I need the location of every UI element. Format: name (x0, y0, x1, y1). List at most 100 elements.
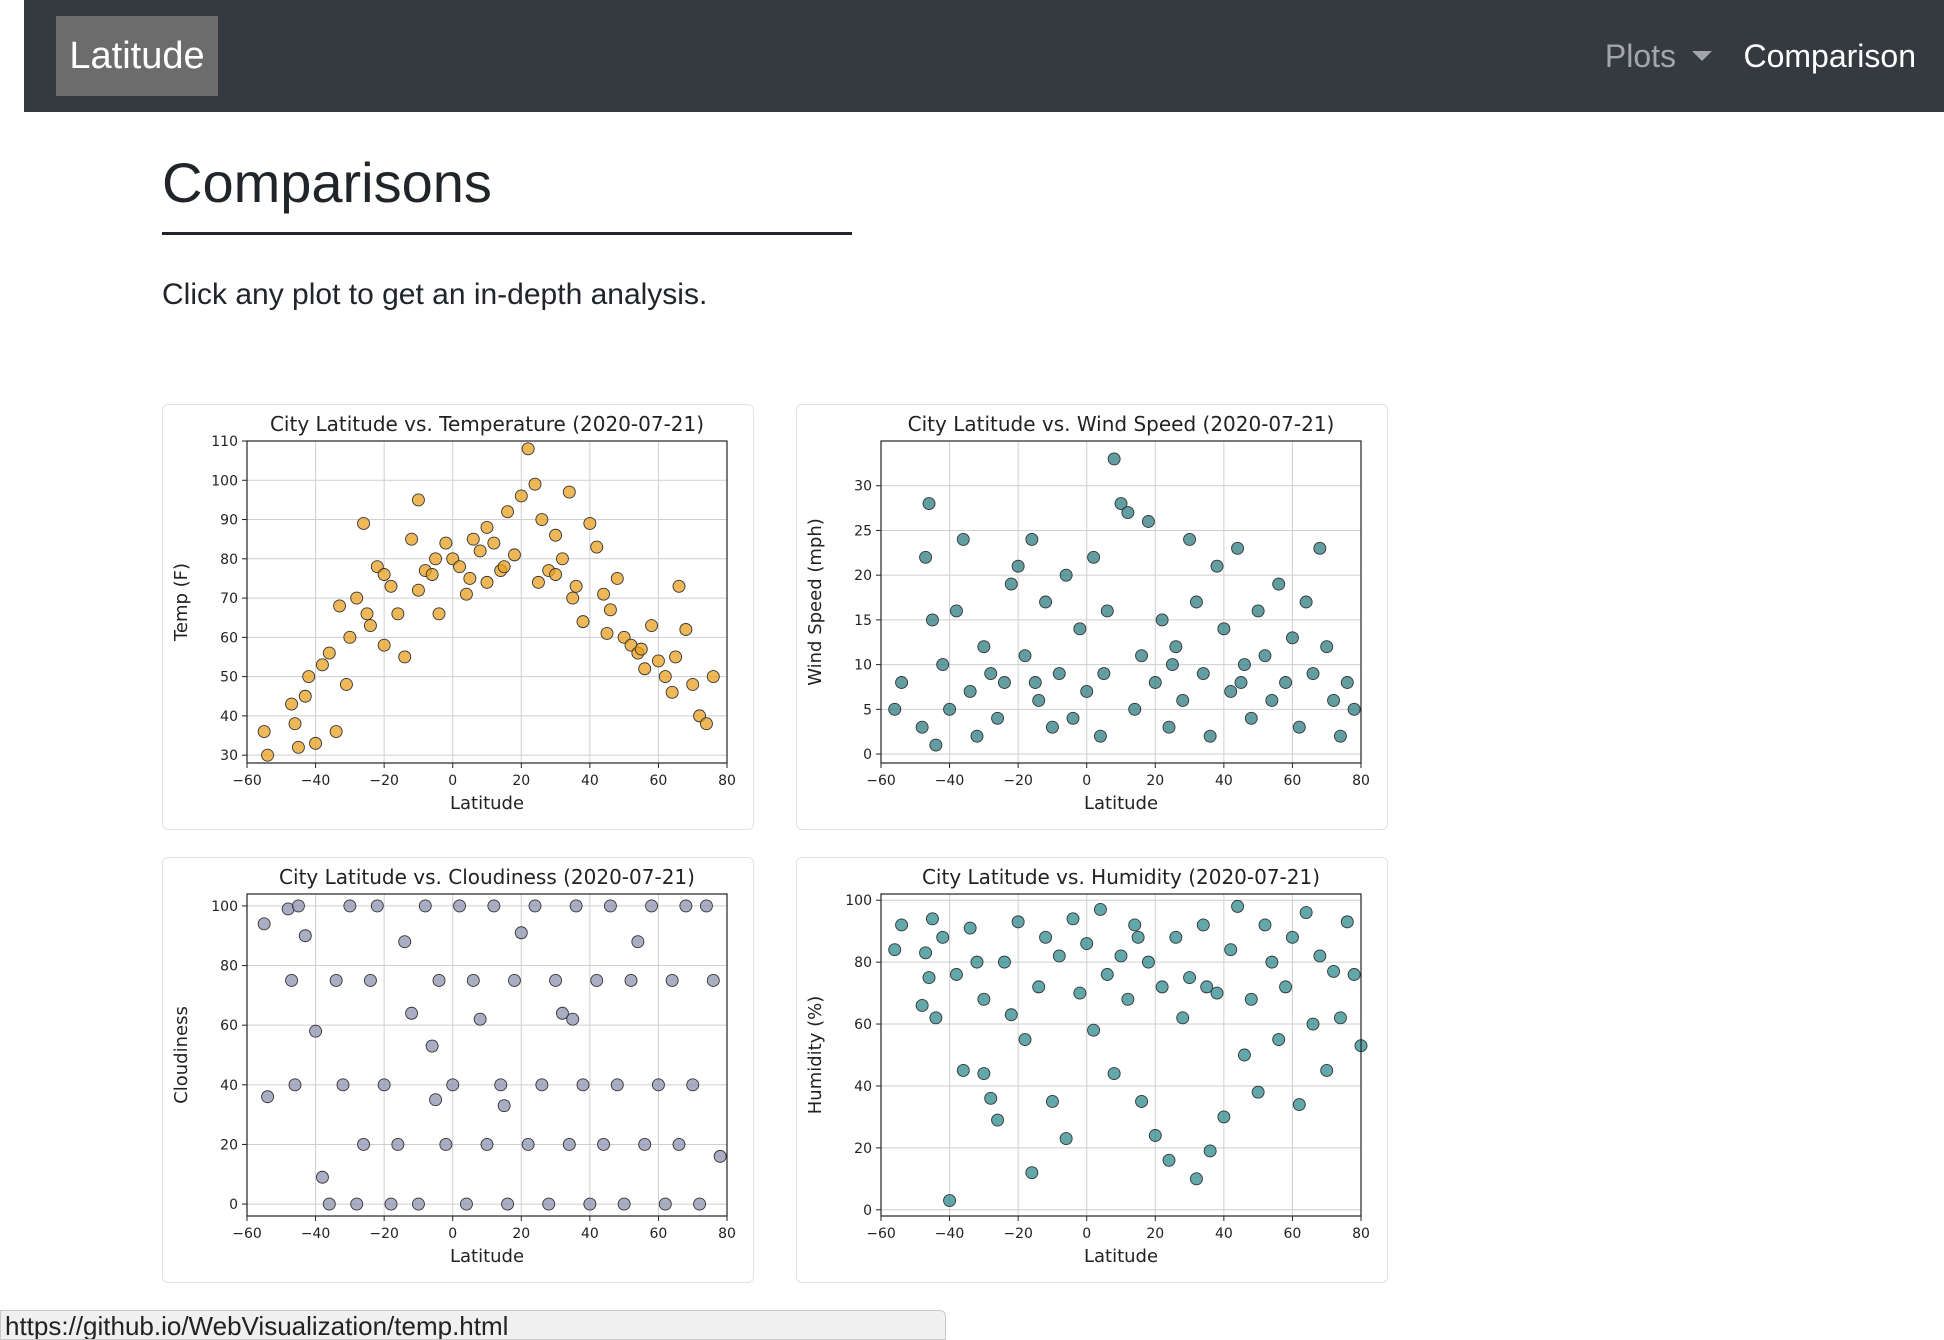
scatter-point (925, 613, 939, 627)
scatter-point (521, 1137, 535, 1151)
brand-link[interactable]: Latitude (56, 16, 218, 96)
top-navbar: Latitude Plots Comparison (24, 0, 1944, 112)
scatter-point (487, 899, 501, 913)
scatter-point (411, 583, 425, 597)
scatter-point (494, 1078, 508, 1092)
scatter-point (507, 548, 521, 562)
scatter-point (514, 489, 528, 503)
scatter-point (1258, 649, 1272, 663)
scatter-point (357, 1137, 371, 1151)
scatter-point (466, 532, 480, 546)
scatter-point (936, 930, 950, 944)
scatter-point (549, 528, 563, 542)
x-tick-label: 20 (512, 773, 530, 789)
wind-speed-plot-card[interactable]: City Latitude vs. Wind Speed (2020-07-21… (796, 404, 1388, 830)
scatter-point (1114, 497, 1128, 511)
y-tick-label: 100 (211, 473, 238, 489)
scatter-point (350, 591, 364, 605)
scatter-point (1217, 1110, 1231, 1124)
scatter-point (363, 619, 377, 633)
scatter-point (1189, 595, 1203, 609)
scatter-point (1244, 992, 1258, 1006)
scatter-point (480, 1137, 494, 1151)
scatter-point (315, 658, 329, 672)
scatter-point (439, 1137, 453, 1151)
scatter-point (549, 974, 563, 987)
scatter-point (339, 678, 353, 691)
intro-text: Click any plot to get an in-depth analys… (162, 278, 708, 311)
scatter-point (291, 899, 305, 913)
scatter-point (1258, 918, 1272, 932)
scatter-point (384, 579, 398, 593)
scatter-point (1059, 1132, 1073, 1146)
scatter-point (1128, 918, 1142, 932)
scatter-point (991, 711, 1005, 725)
scatter-point (1299, 906, 1313, 920)
scatter-point (651, 654, 665, 668)
x-tick-label: 80 (718, 1226, 736, 1242)
scatter-point (1306, 667, 1320, 681)
scatter-point (566, 1012, 580, 1026)
scatter-point (1087, 550, 1101, 564)
scatter-point (463, 571, 477, 585)
scatter-point (549, 568, 563, 581)
x-tick-label: 80 (718, 773, 736, 789)
humidity-plot-card[interactable]: City Latitude vs. Humidity (2020-07-21) −… (796, 857, 1388, 1283)
x-tick-label: 40 (581, 773, 599, 789)
scatter-point (977, 640, 991, 654)
scatter-point (1052, 949, 1066, 963)
x-tick-label: −60 (866, 1226, 896, 1242)
scatter-point (1292, 720, 1306, 734)
plots-dropdown-label: Plots (1604, 38, 1676, 74)
scatter-point (1320, 1064, 1334, 1077)
scatter-point (1189, 1172, 1203, 1186)
cloudiness-plot-card[interactable]: City Latitude vs. Cloudiness (2020-07-21… (162, 857, 754, 1283)
scatter-point (1114, 949, 1128, 963)
scatter-point (603, 603, 617, 617)
scatter-point (977, 992, 991, 1006)
scatter-point (466, 974, 480, 987)
scatter-point (343, 899, 357, 913)
scatter-point (1224, 684, 1238, 698)
scatter-point (929, 1011, 943, 1025)
scatter-point (261, 1090, 275, 1104)
x-tick-label: 60 (650, 1226, 668, 1242)
scatter-point (1165, 658, 1179, 672)
scatter-point (531, 575, 545, 589)
scatter-point (473, 544, 487, 558)
plots-dropdown[interactable]: Plots (1605, 0, 1712, 112)
scatter-point (1039, 930, 1053, 944)
scatter-point (1107, 452, 1121, 466)
scatter-point (1093, 729, 1107, 743)
scatter-point (1155, 613, 1169, 627)
scatter-point (956, 532, 970, 546)
scatter-point (895, 918, 909, 932)
plot-frame (246, 893, 728, 1217)
scatter-point (1107, 1067, 1121, 1081)
x-tick-label: 60 (1284, 773, 1302, 789)
scatter-point (261, 748, 275, 762)
scatter-point (1135, 649, 1149, 663)
scatter-point (576, 1078, 590, 1092)
scatter-point (257, 725, 271, 739)
y-tick-label: 10 (854, 658, 872, 674)
scatter-point (1183, 971, 1197, 985)
scatter-point (583, 517, 597, 530)
scatter-point (1231, 541, 1245, 555)
scatter-point (1032, 693, 1046, 707)
scatter-point (624, 974, 638, 987)
scatter-point (1169, 640, 1183, 654)
y-tick-label: 100 (845, 893, 872, 909)
scatter-point (922, 497, 936, 511)
scatter-point (603, 899, 617, 913)
plot-frame (880, 440, 1362, 764)
scatter-point (360, 607, 374, 621)
scatter-point (1279, 676, 1293, 689)
scatter-point (1265, 955, 1279, 969)
wind-speed-chart: City Latitude vs. Wind Speed (2020-07-21… (805, 412, 1370, 814)
scatter-point (555, 1006, 569, 1020)
scatter-point (645, 899, 659, 913)
temperature-plot-card[interactable]: City Latitude vs. Temperature (2020-07-2… (162, 404, 754, 830)
chart-title: City Latitude vs. Temperature (2020-07-2… (270, 412, 704, 436)
nav-comparison-link[interactable]: Comparison (1743, 38, 1916, 74)
